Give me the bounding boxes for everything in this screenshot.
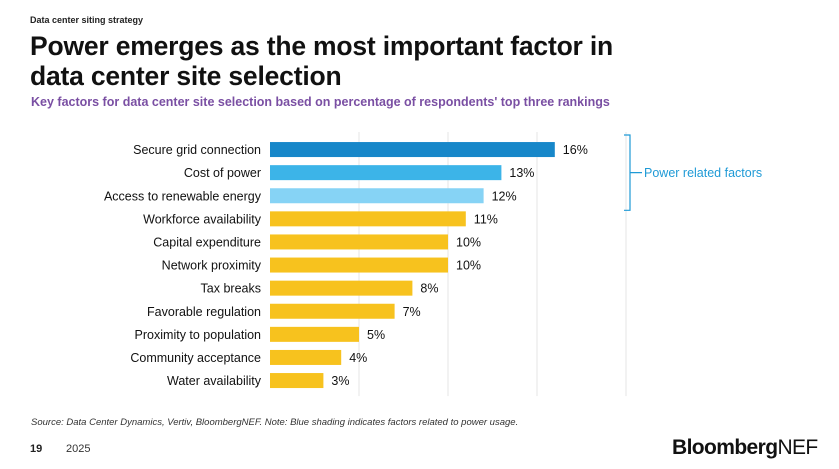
source-note: Source: Data Center Dynamics, Vertiv, Bl… (31, 417, 519, 428)
value-label: 4% (349, 351, 367, 365)
category-label: Network proximity (162, 259, 262, 273)
category-label: Tax breaks (201, 282, 261, 296)
category-label: Water availability (167, 374, 262, 388)
category-label: Capital expenditure (153, 235, 261, 249)
value-label: 10% (456, 235, 481, 249)
slide-kicker: Data center siting strategy (30, 15, 144, 25)
bar (270, 373, 324, 389)
power-factors-label: Power related factors (644, 166, 762, 180)
category-label: Proximity to population (135, 328, 262, 342)
value-label: 12% (492, 189, 517, 203)
value-label: 11% (474, 212, 498, 226)
category-label: Access to renewable energy (104, 189, 262, 203)
bar (270, 326, 359, 342)
page-number: 19 (30, 443, 43, 455)
bar (270, 349, 342, 365)
page-year: 2025 (66, 443, 91, 455)
logo-bold-text: Bloomberg (672, 436, 778, 459)
category-label: Favorable regulation (147, 305, 261, 319)
bar (270, 280, 413, 296)
logo-light-text: NEF (777, 436, 818, 459)
value-label: 13% (509, 166, 534, 180)
value-label: 5% (367, 328, 385, 342)
value-label: 16% (563, 143, 588, 157)
power-factors-bracket (624, 134, 642, 211)
bar (270, 188, 484, 204)
bar-chart: Secure grid connection 16% Cost of power 13… (104, 132, 762, 397)
slide-title: Power emerges as the most important fact… (30, 31, 613, 91)
category-label: Cost of power (184, 166, 261, 180)
category-label: Secure grid connection (133, 143, 261, 157)
value-label: 7% (403, 305, 421, 319)
bar (270, 234, 448, 250)
category-label: Workforce availability (143, 212, 262, 226)
value-label: 10% (456, 259, 481, 273)
value-label: 8% (420, 282, 438, 296)
bloombergnef-logo: BloombergNEF (672, 436, 818, 460)
bar (270, 303, 395, 319)
bar (270, 257, 448, 273)
bar (270, 142, 555, 158)
value-label: 3% (331, 374, 349, 388)
category-label: Community acceptance (130, 351, 261, 365)
bar (270, 165, 502, 181)
chart-subtitle: Key factors for data center site selecti… (31, 95, 610, 109)
bar (270, 211, 466, 227)
